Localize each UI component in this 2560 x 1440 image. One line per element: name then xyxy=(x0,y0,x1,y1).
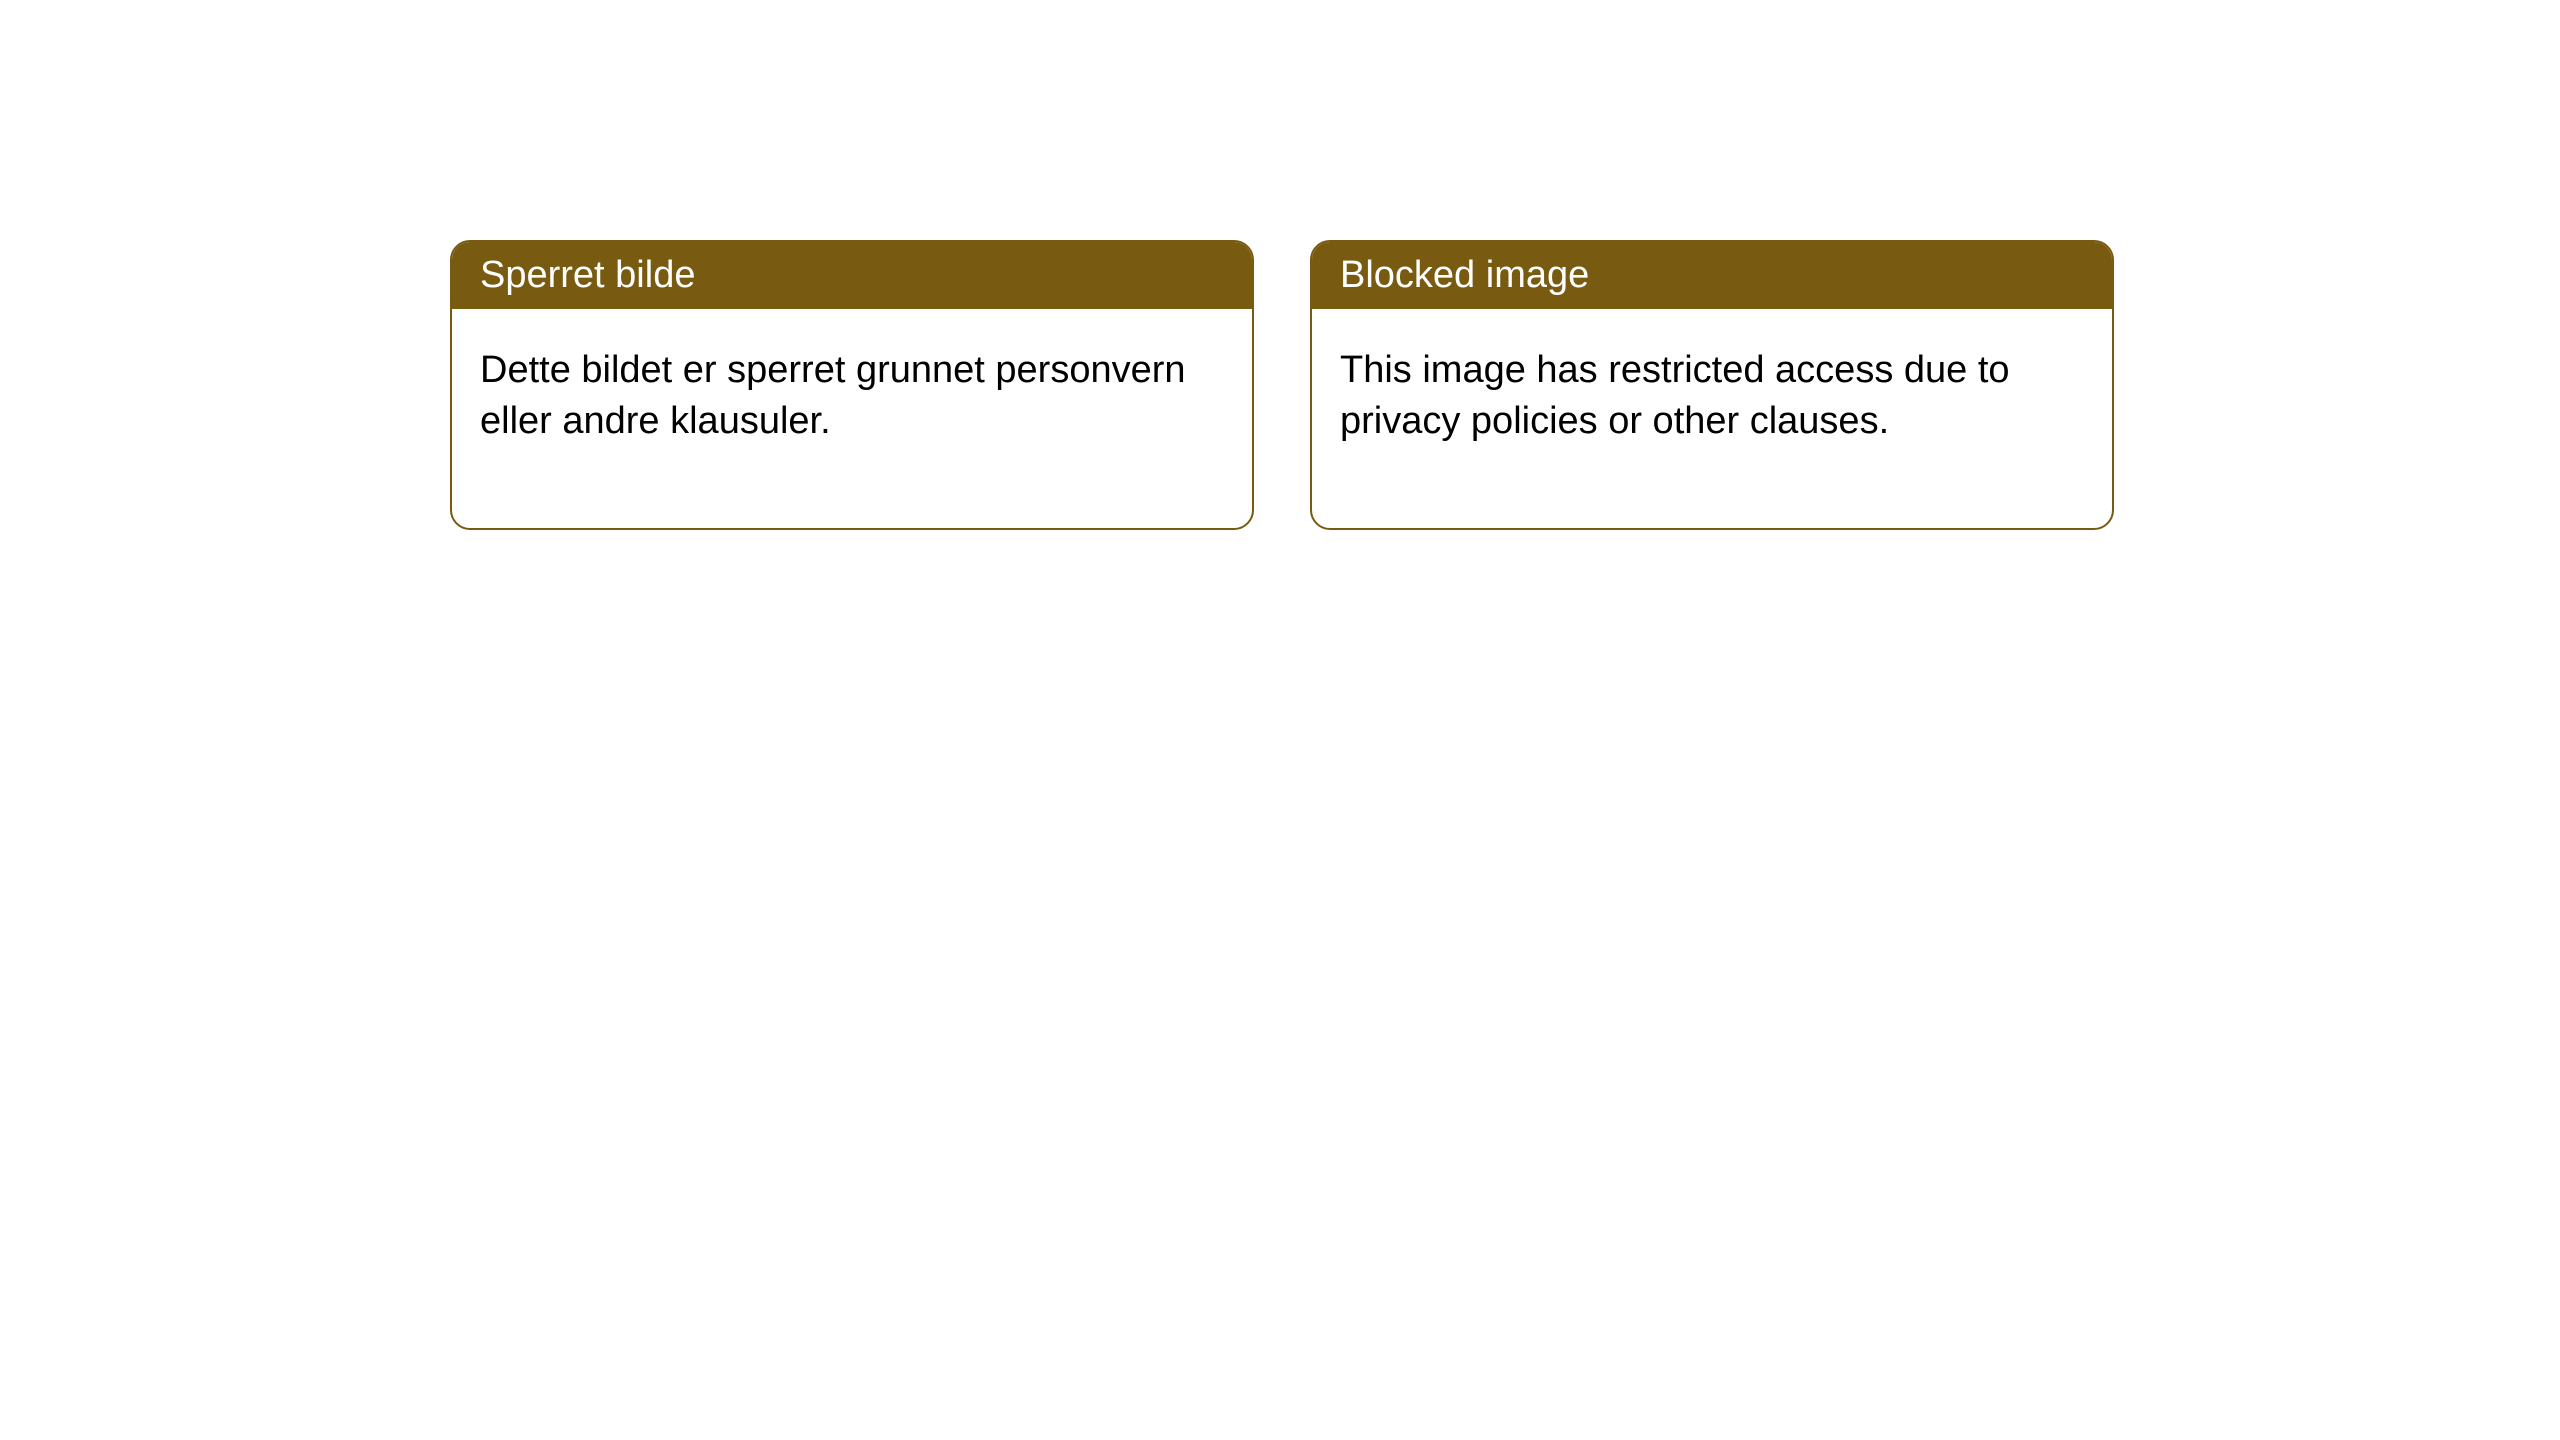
blocked-image-card-en: Blocked image This image has restricted … xyxy=(1310,240,2114,530)
card-body-no: Dette bildet er sperret grunnet personve… xyxy=(452,309,1252,528)
blocked-image-card-no: Sperret bilde Dette bildet er sperret gr… xyxy=(450,240,1254,530)
notice-container: Sperret bilde Dette bildet er sperret gr… xyxy=(0,0,2560,530)
card-header-no: Sperret bilde xyxy=(452,242,1252,309)
card-body-en: This image has restricted access due to … xyxy=(1312,309,2112,528)
card-header-en: Blocked image xyxy=(1312,242,2112,309)
